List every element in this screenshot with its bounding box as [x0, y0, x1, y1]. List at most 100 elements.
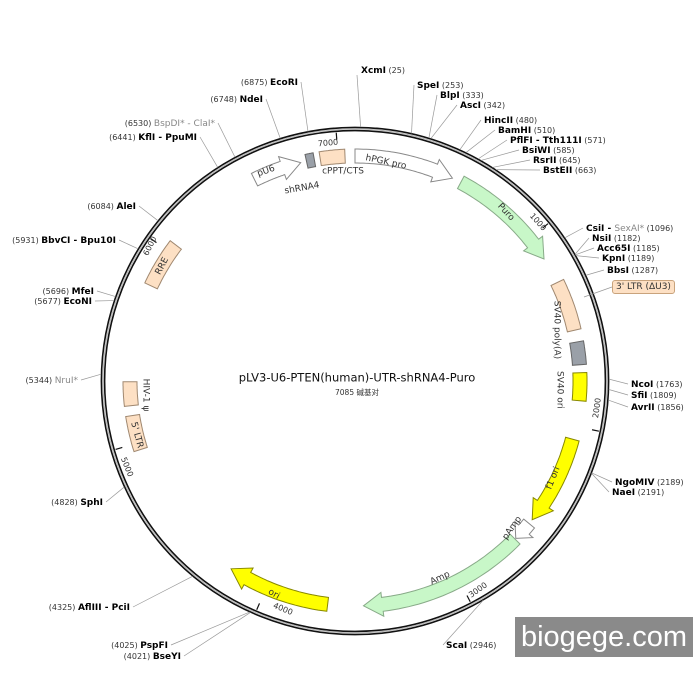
site-leader	[591, 473, 610, 493]
site-bseyi[interactable]: (4021) BseYI	[124, 612, 251, 662]
site-alei[interactable]: (6084) AleI	[87, 202, 159, 221]
site-leader	[574, 237, 590, 255]
site-leader	[608, 378, 629, 385]
site-pspfi[interactable]: (4025) PspFI	[111, 611, 250, 651]
site-label: (6875) EcoRI	[241, 78, 298, 88]
site-label: BsiWI (585)	[522, 146, 575, 156]
site-leader	[300, 81, 309, 132]
site-ndei[interactable]: (6748) NdeI	[210, 95, 281, 139]
site-sfii[interactable]: SfiI (1809)	[608, 389, 677, 401]
tick-label-7000: 7000	[317, 138, 338, 149]
site-mfei[interactable]: (5696) MfeI	[43, 287, 116, 297]
site-leader	[608, 399, 629, 408]
tick-mark	[542, 223, 549, 229]
feature-cppt-cts[interactable]	[318, 148, 346, 167]
site-spei[interactable]: SpeI (253)	[411, 81, 464, 134]
feature-label-3: SV40 poly(A)	[552, 301, 562, 359]
feature-rre[interactable]	[144, 239, 183, 290]
backbone-inner	[103, 129, 607, 633]
feature-hpgk-pro[interactable]	[354, 148, 454, 183]
feature-hiv-1-[interactable]	[122, 381, 139, 407]
feature-pu6[interactable]	[250, 155, 302, 187]
feature-pamp[interactable]	[514, 518, 536, 539]
site-label: SfiI (1809)	[631, 391, 677, 401]
site-blpi[interactable]: BlpI (333)	[428, 91, 484, 139]
tick-mark	[150, 238, 157, 244]
site-label: (6084) AleI	[87, 202, 136, 212]
tick-mark	[115, 446, 123, 450]
site-leader	[608, 389, 629, 396]
feature-label-14: cPPT/CTS	[322, 167, 364, 177]
site-label: NgoMIV (2189)	[615, 478, 684, 488]
site-label: SpeI (253)	[417, 81, 463, 91]
site-label: (4828) SphI	[51, 498, 103, 508]
feature-3-ltr-u3-[interactable]	[550, 278, 582, 333]
site-xcmi[interactable]: XcmI (25)	[356, 66, 405, 128]
feature-label-4: SV40 ori	[555, 371, 565, 409]
site-label: (4021) BseYI	[124, 652, 181, 662]
site-hincii[interactable]: HincII (480)	[459, 116, 537, 150]
site-leader	[564, 227, 584, 239]
site-label: (6530) BspDI* - ClaI*	[125, 119, 216, 129]
site-nrui[interactable]: (5344) NruI*	[26, 373, 102, 386]
watermark: biogege.com	[515, 617, 693, 657]
site-leader	[96, 290, 116, 297]
site-leader	[465, 129, 496, 153]
site-kfli-ppumi[interactable]: (6441) KflI - PpuMI	[109, 133, 218, 168]
site-nsii[interactable]: NsiI (1182)	[574, 234, 640, 255]
feature-sv40-ori[interactable]	[571, 371, 588, 402]
site-leader	[430, 104, 458, 139]
site-rsrii[interactable]: RsrII (645)	[492, 156, 581, 168]
site-bamhi[interactable]: BamHI (510)	[465, 126, 555, 153]
plasmid-title: pLV3-U6-PTEN(human)-UTR-shRNA4-Puro	[239, 371, 476, 385]
feature-puro[interactable]	[456, 175, 545, 260]
site-bsteii[interactable]: BstEII (663)	[495, 166, 597, 176]
site-leader	[442, 600, 484, 646]
site-ncoi[interactable]: NcoI (1763)	[608, 378, 683, 390]
tick-label-2000: 2000	[591, 397, 603, 418]
site-label: NaeI (2191)	[612, 488, 664, 498]
site-leader	[428, 94, 438, 139]
site-leader	[492, 159, 531, 168]
site-leader	[138, 205, 159, 221]
site-label: (4025) PspFI	[111, 641, 168, 651]
site-leader	[478, 139, 508, 160]
feature-f1-ori[interactable]	[531, 436, 580, 521]
site-bspdi-clai[interactable]: (6530) BspDI* - ClaI*	[125, 119, 236, 158]
site-ngomiv[interactable]: NgoMIV (2189)	[591, 472, 684, 488]
backbone-outer	[100, 126, 610, 636]
feature-sv40-poly-a-[interactable]	[569, 340, 587, 366]
feature-5-ltr[interactable]	[125, 413, 148, 453]
site-avrii[interactable]: AvrII (1856)	[608, 399, 684, 413]
site-sphi[interactable]: (4828) SphI	[51, 486, 125, 508]
site-pflfi-tth111i[interactable]: PflFI - Tth111I (571)	[478, 136, 606, 160]
site-label: (4325) AflIII - PciI	[49, 603, 130, 613]
feature-ori[interactable]	[230, 567, 330, 612]
feature-amp[interactable]	[362, 533, 521, 618]
site-acc65i[interactable]: Acc65I (1185)	[575, 244, 660, 256]
site-bbsi[interactable]: BbsI (1287)	[585, 266, 658, 276]
site-econi[interactable]: (5677) EcoNI	[34, 297, 115, 307]
tick-mark	[335, 132, 338, 140]
site-label: AvrII (1856)	[631, 403, 684, 413]
site-afliii-pcii[interactable]: (4325) AflIII - PciI	[49, 575, 193, 613]
site-csii[interactable]: CsiI - SexAI* (1096)	[564, 224, 673, 239]
site-asci[interactable]: AscI (342)	[430, 101, 505, 139]
site-ecori[interactable]: (6875) EcoRI	[241, 78, 309, 132]
backbone-core	[102, 128, 608, 634]
site-label: (5931) BbvCI - Bpu10I	[12, 236, 116, 246]
site-label: BbsI (1287)	[607, 266, 658, 276]
feature-shrna4[interactable]	[304, 152, 317, 169]
site-label: (5677) EcoNI	[34, 297, 92, 307]
site-leader	[356, 74, 361, 128]
site-leader	[199, 136, 218, 168]
site-kpni[interactable]: KpnI (1189)	[575, 254, 654, 264]
site-scai[interactable]: ScaI (2946)	[442, 600, 496, 651]
site-bbvci-bpu10i[interactable]: (5931) BbvCI - Bpu10I	[12, 236, 139, 250]
site-naei[interactable]: NaeI (2191)	[591, 473, 665, 498]
site-label: HincII (480)	[484, 116, 537, 126]
site-bsiwi[interactable]: BsiWI (585)	[480, 146, 575, 161]
site-leader	[591, 472, 613, 483]
